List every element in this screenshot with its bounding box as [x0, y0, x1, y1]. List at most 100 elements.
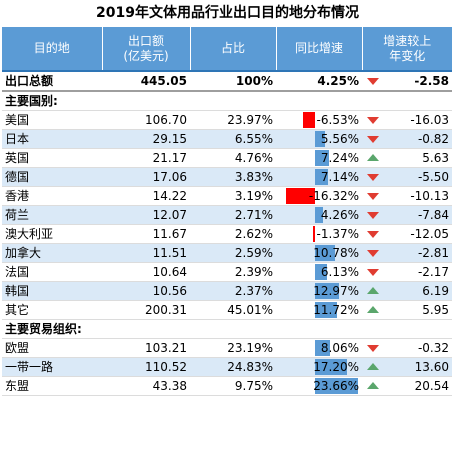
yoy-bar-positive	[315, 169, 329, 185]
change-value: -2.17	[417, 265, 449, 279]
yoy-cell: 23.66%	[276, 376, 362, 396]
yoy-bar-positive	[315, 245, 335, 261]
arrow-down-icon	[367, 212, 379, 219]
yoy-value: 7.14%	[320, 170, 359, 184]
yoy-cell: -6.53%	[276, 110, 362, 130]
yoy-cell: 7.14%	[276, 167, 362, 187]
change-value: 5.63	[422, 151, 449, 165]
share-cell: 45.01%	[190, 300, 276, 320]
table-row: 东盟 43.38 9.75% 23.66% 20.54	[2, 376, 452, 396]
header-yoy: 同比增速	[276, 27, 363, 72]
header-change: 增速较上 年变化	[362, 27, 452, 72]
destination-cell: 韩国	[2, 281, 102, 301]
yoy-cell: 5.56%	[276, 129, 362, 149]
yoy-cell: 11.72%	[276, 300, 362, 320]
share-cell: 2.71%	[190, 205, 276, 225]
table-row: 英国 21.17 4.76% 7.24% 5.63	[2, 148, 452, 168]
yoy-bar-positive	[315, 264, 327, 280]
change-cell: 5.63	[362, 148, 452, 168]
amount-cell: 10.64	[102, 262, 190, 282]
change-cell: 6.19	[362, 281, 452, 301]
yoy-bar-positive	[315, 302, 337, 318]
yoy-bar-negative	[303, 112, 316, 128]
arrow-up-icon	[367, 382, 379, 389]
share-cell: 9.75%	[190, 376, 276, 396]
arrow-down-icon	[367, 250, 379, 257]
destination-cell: 美国	[2, 110, 102, 130]
amount-cell: 43.38	[102, 376, 190, 396]
amount-cell: 106.70	[102, 110, 190, 130]
header-amount-line2: (亿美元)	[123, 48, 169, 63]
yoy-bar-positive	[315, 283, 339, 299]
yoy-value: -1.37%	[316, 227, 359, 241]
section-label: 主要贸易组织:	[2, 319, 452, 339]
section-label: 主要国别:	[2, 91, 452, 111]
change-cell: 20.54	[362, 376, 452, 396]
yoy-value: 5.56%	[320, 132, 359, 146]
destination-cell: 荷兰	[2, 205, 102, 225]
destination-cell: 法国	[2, 262, 102, 282]
change-cell: -0.32	[362, 338, 452, 358]
yoy-value: 4.26%	[320, 208, 359, 222]
export-destination-table: 目的地 出口额 (亿美元) 占比 同比增速 增速较上 年变化 出口总额 445.0…	[2, 27, 452, 396]
arrow-down-icon	[367, 193, 379, 200]
share-cell: 3.83%	[190, 167, 276, 187]
yoy-bar-positive	[315, 131, 326, 147]
amount-cell: 445.05	[102, 71, 190, 92]
header-amount: 出口额 (亿美元)	[102, 27, 191, 72]
change-value: -12.05	[410, 227, 449, 241]
yoy-cell: 4.26%	[276, 205, 362, 225]
yoy-bar-positive	[315, 359, 347, 375]
change-value: 5.95	[422, 303, 449, 317]
amount-cell: 12.07	[102, 205, 190, 225]
yoy-bar-negative	[285, 188, 316, 204]
share-cell: 23.97%	[190, 110, 276, 130]
yoy-bar-negative	[312, 226, 316, 242]
change-cell: -5.50	[362, 167, 452, 187]
change-value: -7.84	[417, 208, 449, 222]
section-row: 主要贸易组织:	[2, 319, 452, 339]
share-cell: 4.76%	[190, 148, 276, 168]
share-cell: 23.19%	[190, 338, 276, 358]
yoy-cell: 6.13%	[276, 262, 362, 282]
yoy-bar-positive	[315, 207, 324, 223]
yoy-cell: 17.20%	[276, 357, 362, 377]
destination-cell: 澳大利亚	[2, 224, 102, 244]
header-change-line1: 增速较上	[383, 33, 432, 48]
arrow-up-icon	[367, 363, 379, 370]
table-row: 加拿大 11.51 2.59% 10.78% -2.81	[2, 243, 452, 263]
table-row: 荷兰 12.07 2.71% 4.26% -7.84	[2, 205, 452, 225]
yoy-value: -16.32%	[308, 189, 359, 203]
arrow-down-icon	[367, 174, 379, 181]
change-cell: -7.84	[362, 205, 452, 225]
arrow-down-icon	[367, 269, 379, 276]
destination-cell: 其它	[2, 300, 102, 320]
amount-cell: 110.52	[102, 357, 190, 377]
share-cell: 3.19%	[190, 186, 276, 206]
change-cell: -2.17	[362, 262, 452, 282]
yoy-bar-positive	[315, 150, 329, 166]
table-row: 欧盟 103.21 23.19% 8.06% -0.32	[2, 338, 452, 358]
change-cell: -2.58	[362, 71, 452, 92]
change-value: 13.60	[414, 360, 449, 374]
table-row: 香港 14.22 3.19% -16.32% -10.13	[2, 186, 452, 206]
amount-cell: 29.15	[102, 129, 190, 149]
change-cell: -2.81	[362, 243, 452, 263]
change-value: -2.81	[417, 246, 449, 260]
yoy-value: 17.20%	[313, 360, 359, 374]
yoy-cell: -1.37%	[276, 224, 362, 244]
section-row: 主要国别:	[2, 91, 452, 111]
amount-cell: 10.56	[102, 281, 190, 301]
header-row: 目的地 出口额 (亿美元) 占比 同比增速 增速较上 年变化	[2, 27, 452, 72]
yoy-value: 6.13%	[320, 265, 359, 279]
destination-cell: 东盟	[2, 376, 102, 396]
destination-cell: 加拿大	[2, 243, 102, 263]
destination-cell: 英国	[2, 148, 102, 168]
destination-cell: 一带一路	[2, 357, 102, 377]
table-row: 美国 106.70 23.97% -6.53% -16.03	[2, 110, 452, 130]
arrow-up-icon	[367, 306, 379, 313]
destination-cell: 欧盟	[2, 338, 102, 358]
destination-cell: 香港	[2, 186, 102, 206]
yoy-bar-positive	[315, 340, 330, 356]
share-cell: 2.37%	[190, 281, 276, 301]
